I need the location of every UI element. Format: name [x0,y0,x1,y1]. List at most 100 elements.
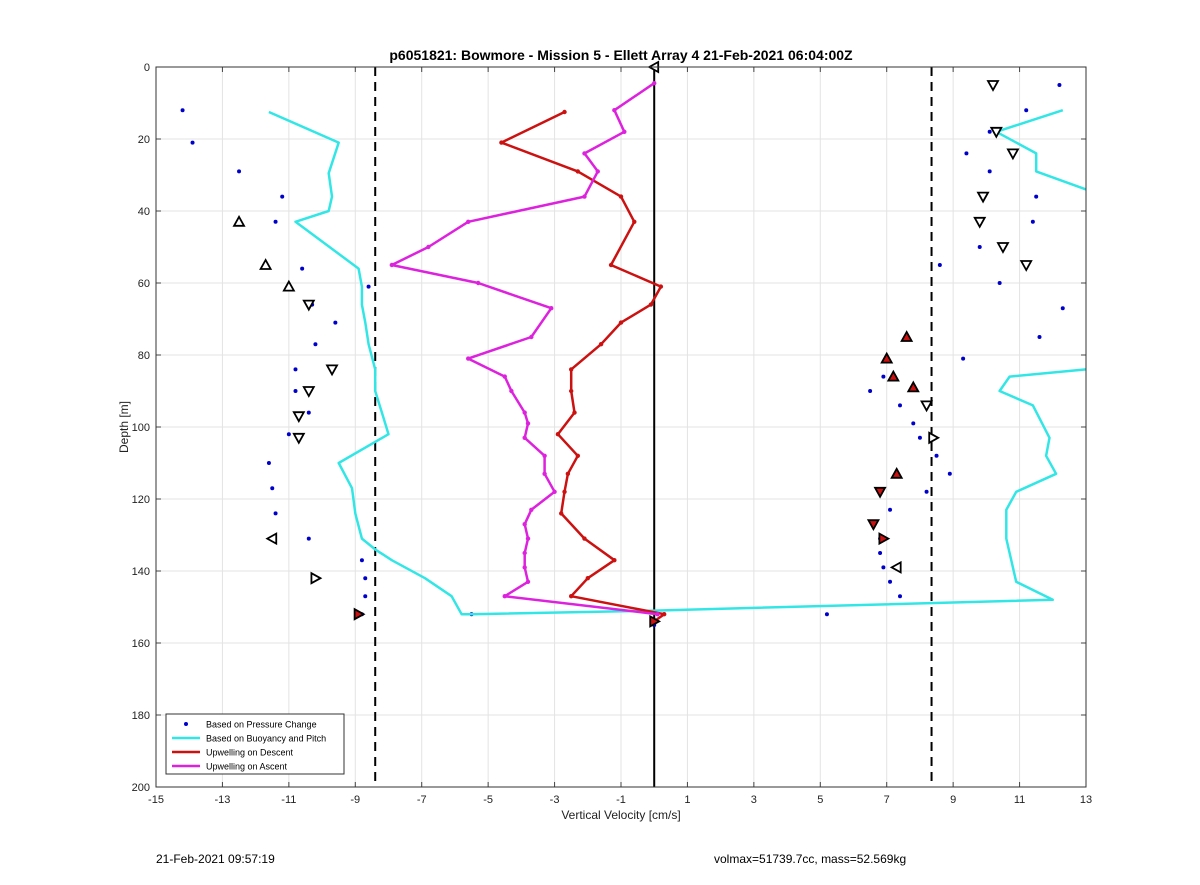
ascent-point [529,334,534,340]
pressure-point [363,594,368,599]
ascent-point [522,565,527,570]
ascent-point [389,262,395,268]
x-axis-label: Vertical Velocity [cm/s] [561,808,680,822]
ascent-point [426,244,431,250]
pressure-point [878,551,883,555]
axes-frame [155,66,1087,788]
triangle-marker-up [900,330,914,342]
pressure-point [286,432,291,437]
pressure-point [190,140,195,145]
legend-label: Based on Pressure Change [206,720,317,730]
x-tick-label: -15 [148,794,164,806]
pressure-point [359,558,364,563]
triangle-marker-up [880,351,894,364]
ascent-point [612,108,617,113]
pressure-point [300,266,305,271]
x-tick-label: -1 [616,794,626,806]
pressure-point [961,356,966,361]
ascent-point [475,280,481,286]
triangle-marker-down [986,80,1000,92]
x-tick-label: -11 [281,794,296,806]
descent-point [598,342,604,347]
descent-point [632,219,637,224]
triangle-marker-right [353,607,366,621]
pressure-point [293,389,298,393]
descent-point [575,453,581,458]
x-tick-label: 11 [1014,794,1025,806]
y-tick-label: 180 [132,710,150,722]
ascent-point [655,612,660,617]
series-layer [180,81,1087,627]
pressure-point [997,281,1002,285]
triangle-marker-up [886,369,900,382]
descent-point [568,367,574,372]
x-tick-label: -7 [417,794,427,806]
triangle-marker-right [928,431,941,445]
pressure-point [937,263,942,267]
triangle-marker-right [649,614,662,628]
pressure-point [333,320,338,325]
ascent-point [522,410,527,415]
legend-label: Upwelling on Ascent [206,762,288,772]
pressure-point [273,511,278,516]
ascent-point [549,306,554,311]
descent-point [565,471,571,476]
legend: Based on Pressure Change Based on Buoyanc… [165,713,345,775]
triangle-marker-down [920,400,934,413]
y-tick-label: 140 [132,566,150,578]
axes: -15 -13 -11 -9 -7 -5 -3 -1 1 3 5 7 9 11 13020406080100… [132,62,1092,806]
y-tick-label: 120 [132,494,150,506]
ascent-point [502,594,507,599]
pressure-point [1060,306,1065,311]
ascent-point [525,421,531,426]
triangle-marker-down [325,364,339,377]
x-tick-label: -13 [214,794,230,806]
pressure-series [180,83,1065,627]
pressure-point [366,284,371,289]
ascent-series [389,81,660,617]
ascent-point [542,471,547,476]
descent-series-line [500,110,666,623]
pressure-point [280,194,285,199]
chart-title: p6051821: Bowmore - Mission 5 - Ellett A… [389,47,853,63]
ascent-point [522,522,527,527]
ascent-point [466,219,471,224]
descent-point [608,262,614,268]
pressure-point [313,342,318,347]
ascent-point [466,356,471,361]
legend-label: Based on Buoyancy and Pitch [206,734,326,744]
pressure-point [1057,83,1062,87]
triangle-marker-down [873,486,887,499]
x-tick-label: 3 [751,794,757,806]
pressure-point [987,129,992,134]
y-axis-label: Depth [m] [117,401,131,453]
pressure-point [266,461,271,465]
ascent-point [652,81,657,86]
y-tick-label: 200 [132,782,150,794]
y-tick-label: 40 [138,206,150,218]
ascent-point [582,194,587,199]
ascent-point [525,536,531,541]
footer-timestamp: 21-Feb-2021 09:57:19 [156,852,275,866]
pressure-point [270,486,275,491]
x-tick-label: -3 [550,794,560,806]
triangle-marker-up [232,214,246,227]
y-tick-label: 160 [132,638,150,650]
descent-point [582,536,587,541]
x-tick-label: 7 [884,794,890,806]
pressure-point [934,453,939,458]
ascent-point [522,550,527,556]
y-tick-label: 100 [132,422,150,434]
triangle-marker-up [906,380,920,393]
pressure-point [306,410,311,415]
triangle-marker-left [889,560,902,574]
ascent-point [582,151,587,156]
pressure-point [888,507,893,512]
pressure-point [1030,219,1035,224]
pressure-point [881,374,886,379]
pressure-point [964,151,969,156]
ascent-point [595,169,600,174]
pressure-point [306,536,311,541]
pressure-point [180,108,185,113]
pressure-point [237,169,242,174]
